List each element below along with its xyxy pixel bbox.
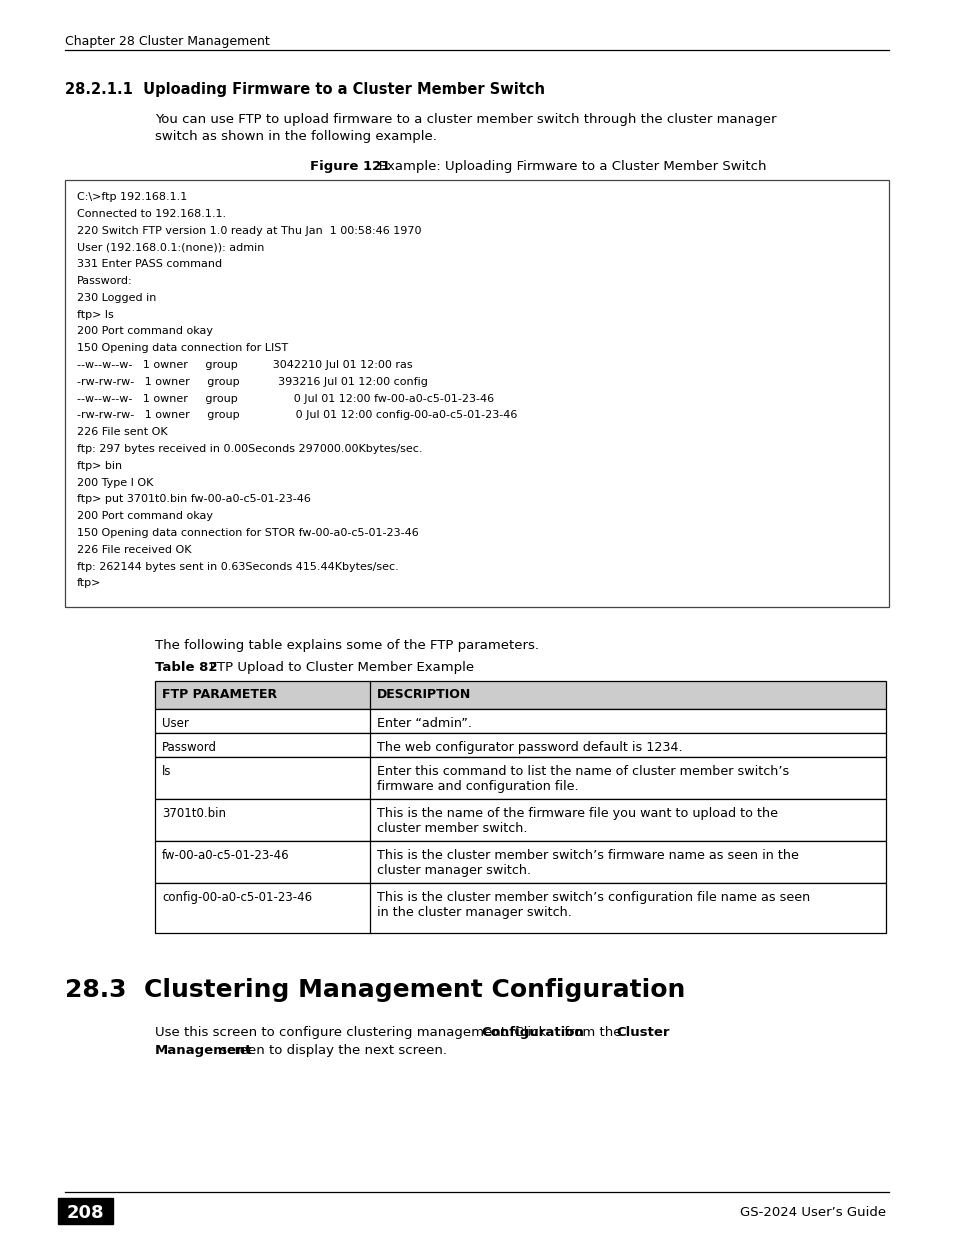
Text: 226 File received OK: 226 File received OK [77,545,192,555]
Text: FTP Upload to Cluster Member Example: FTP Upload to Cluster Member Example [196,661,474,674]
Text: switch as shown in the following example.: switch as shown in the following example… [154,130,436,143]
Text: Enter “admin”.: Enter “admin”. [376,718,472,730]
Bar [154,883,885,934]
Bar [154,734,885,757]
Bar [154,757,885,799]
Text: Password: Password [162,741,216,755]
Text: 28.2.1.1  Uploading Firmware to a Cluster Member Switch: 28.2.1.1 Uploading Firmware to a Cluster… [65,82,544,98]
Text: cluster manager switch.: cluster manager switch. [376,864,531,877]
Bar [154,799,885,841]
Text: ftp> ls: ftp> ls [77,310,113,320]
Text: 220 Switch FTP version 1.0 ready at Thu Jan  1 00:58:46 1970: 220 Switch FTP version 1.0 ready at Thu … [77,226,421,236]
Text: 331 Enter PASS command: 331 Enter PASS command [77,259,222,269]
Text: firmware and configuration file.: firmware and configuration file. [376,781,578,793]
Bar [154,709,885,734]
Text: The following table explains some of the FTP parameters.: The following table explains some of the… [154,640,538,652]
Text: ls: ls [162,766,172,778]
Text: --w--w--w-   1 owner     group          3042210 Jul 01 12:00 ras: --w--w--w- 1 owner group 3042210 Jul 01 … [77,359,413,370]
Text: config-00-a0-c5-01-23-46: config-00-a0-c5-01-23-46 [162,892,312,904]
Text: Password:: Password: [77,275,132,287]
Text: screen to display the next screen.: screen to display the next screen. [215,1045,447,1057]
Text: 200 Type I OK: 200 Type I OK [77,478,153,488]
Text: Cluster: Cluster [616,1026,669,1039]
Text: 200 Port command okay: 200 Port command okay [77,511,213,521]
Text: Figure 121: Figure 121 [310,161,390,173]
Text: 208: 208 [67,1204,104,1221]
Text: Table 82: Table 82 [154,661,217,674]
Text: fw-00-a0-c5-01-23-46: fw-00-a0-c5-01-23-46 [162,850,290,862]
Text: Example: Uploading Firmware to a Cluster Member Switch: Example: Uploading Firmware to a Cluster… [366,161,765,173]
Bar [65,180,888,608]
Text: Connected to 192.168.1.1.: Connected to 192.168.1.1. [77,209,226,219]
Text: 3701t0.bin: 3701t0.bin [162,808,226,820]
Text: ftp> put 3701t0.bin fw-00-a0-c5-01-23-46: ftp> put 3701t0.bin fw-00-a0-c5-01-23-46 [77,494,311,504]
Text: -rw-rw-rw-   1 owner     group                0 Jul 01 12:00 config-00-a0-c5-01-: -rw-rw-rw- 1 owner group 0 Jul 01 12:00 … [77,410,517,420]
Text: 200 Port command okay: 200 Port command okay [77,326,213,336]
Bar [58,1198,112,1224]
Text: from the: from the [559,1026,625,1039]
Text: User: User [162,718,189,730]
Text: 28.3  Clustering Management Configuration: 28.3 Clustering Management Configuration [65,978,684,1002]
Text: DESCRIPTION: DESCRIPTION [376,688,471,701]
Text: Configuration: Configuration [480,1026,583,1039]
Bar [154,682,885,709]
Text: Chapter 28 Cluster Management: Chapter 28 Cluster Management [65,35,270,48]
Text: Management: Management [154,1045,253,1057]
Text: 150 Opening data connection for STOR fw-00-a0-c5-01-23-46: 150 Opening data connection for STOR fw-… [77,529,418,538]
Text: in the cluster manager switch.: in the cluster manager switch. [376,906,571,919]
Text: ftp>: ftp> [77,578,101,588]
Text: This is the name of the firmware file you want to upload to the: This is the name of the firmware file yo… [376,808,778,820]
Text: Enter this command to list the name of cluster member switch’s: Enter this command to list the name of c… [376,766,788,778]
Text: 230 Logged in: 230 Logged in [77,293,156,303]
Text: ftp> bin: ftp> bin [77,461,122,471]
Text: FTP PARAMETER: FTP PARAMETER [162,688,276,701]
Text: cluster member switch.: cluster member switch. [376,823,527,835]
Text: ftp: 297 bytes received in 0.00Seconds 297000.00Kbytes/sec.: ftp: 297 bytes received in 0.00Seconds 2… [77,445,422,454]
Text: This is the cluster member switch’s configuration file name as seen: This is the cluster member switch’s conf… [376,892,809,904]
Text: 226 File sent OK: 226 File sent OK [77,427,168,437]
Text: -rw-rw-rw-   1 owner     group           393216 Jul 01 12:00 config: -rw-rw-rw- 1 owner group 393216 Jul 01 1… [77,377,428,387]
Text: The web configurator password default is 1234.: The web configurator password default is… [376,741,682,755]
Text: User (192.168.0.1:(none)): admin: User (192.168.0.1:(none)): admin [77,242,264,252]
Text: C:\>ftp 192.168.1.1: C:\>ftp 192.168.1.1 [77,191,187,203]
Text: Use this screen to configure clustering management. Click: Use this screen to configure clustering … [154,1026,550,1039]
Text: ftp: 262144 bytes sent in 0.63Seconds 415.44Kbytes/sec.: ftp: 262144 bytes sent in 0.63Seconds 41… [77,562,398,572]
Text: GS-2024 User’s Guide: GS-2024 User’s Guide [740,1207,885,1219]
Text: This is the cluster member switch’s firmware name as seen in the: This is the cluster member switch’s firm… [376,850,798,862]
Text: --w--w--w-   1 owner     group                0 Jul 01 12:00 fw-00-a0-c5-01-23-4: --w--w--w- 1 owner group 0 Jul 01 12:00 … [77,394,494,404]
Bar [154,841,885,883]
Text: You can use FTP to upload firmware to a cluster member switch through the cluste: You can use FTP to upload firmware to a … [154,112,776,126]
Text: 150 Opening data connection for LIST: 150 Opening data connection for LIST [77,343,288,353]
